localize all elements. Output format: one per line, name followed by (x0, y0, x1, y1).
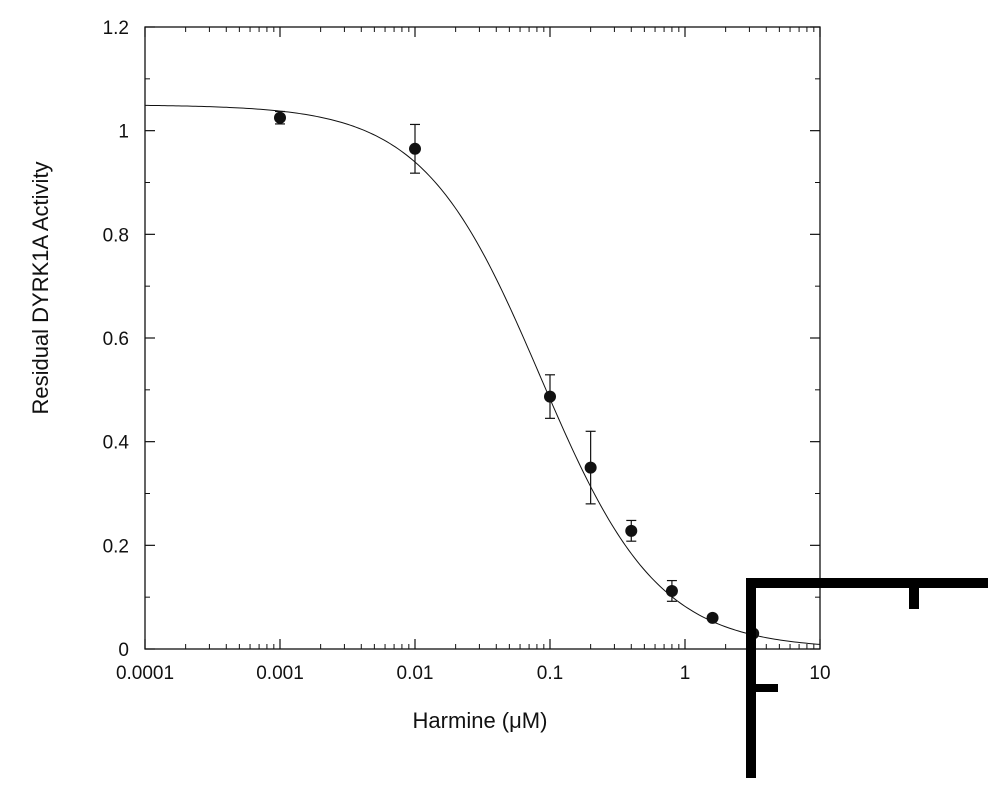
y-tick-label: 1 (118, 122, 129, 143)
x-axis-title: Harmine (μM) (413, 708, 548, 733)
data-point (274, 111, 286, 124)
bracket-right-tick (909, 585, 919, 609)
data-point (544, 390, 556, 403)
x-tick-label: 0.1 (537, 663, 563, 684)
y-tick-label: 0.8 (103, 225, 129, 246)
x-tick-label: 0.001 (256, 663, 304, 684)
fit-curve (144, 104, 821, 645)
y-tick-label: 0 (118, 640, 129, 661)
bracket-vertical-bar (746, 578, 756, 778)
x-tick-label: 0.01 (397, 663, 434, 684)
plot-border (144, 26, 821, 650)
y-tick-label: 0.6 (103, 329, 129, 350)
data-point (584, 461, 597, 474)
y-tick-label: 0.4 (103, 433, 130, 454)
x-tick-label: 1 (680, 663, 691, 684)
bracket-left-tick (756, 684, 778, 692)
corner-bracket-overlay (746, 578, 988, 778)
y-axis: 0 0.2 0.4 0.6 0.8 1 1.2 (103, 18, 820, 661)
data-points (274, 110, 760, 640)
x-axis: 0.0001 0.001 0.01 0.1 1 10 (116, 27, 831, 684)
bracket-horizontal-bar (746, 578, 988, 588)
y-tick-label: 0.2 (103, 536, 129, 557)
plot-frame (144, 26, 821, 650)
data-point (665, 584, 678, 597)
y-tick-label: 1.2 (103, 18, 129, 39)
x-tick-label: 0.0001 (116, 663, 174, 684)
y-axis-title: Residual DYRK1A Activity (28, 161, 53, 414)
data-point (706, 611, 719, 624)
data-point (625, 524, 638, 537)
data-point (409, 142, 421, 155)
x-tick-label: 10 (809, 663, 830, 684)
